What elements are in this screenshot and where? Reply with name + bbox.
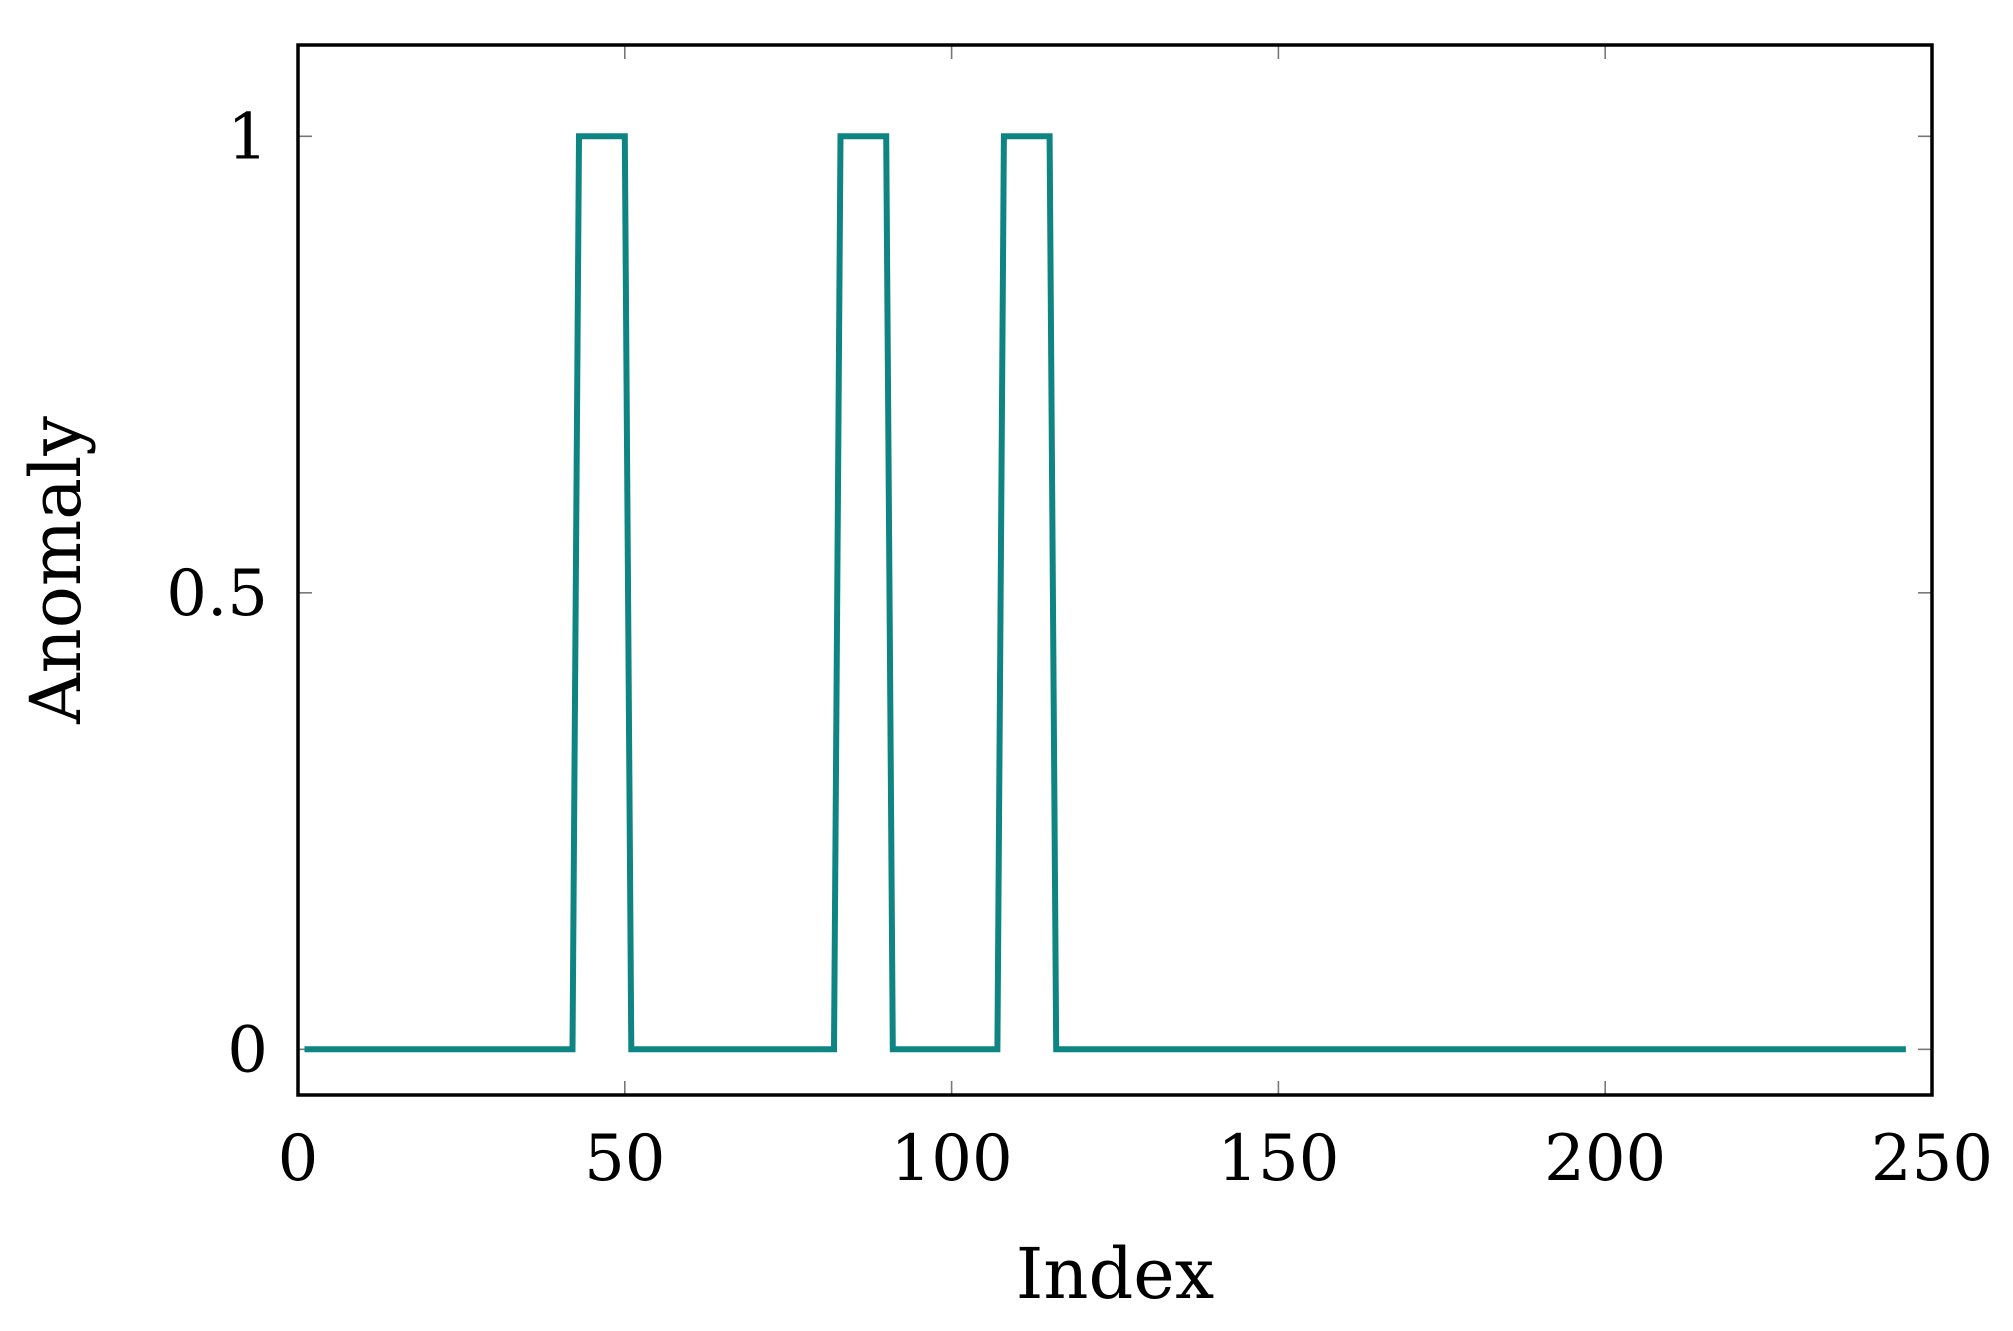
x-tick-label: 100 — [891, 1122, 1013, 1196]
x-tick-label: 50 — [584, 1122, 665, 1196]
x-tick-label: 150 — [1217, 1122, 1339, 1196]
y-tick-label: 0.5 — [166, 557, 268, 631]
series-line — [304, 133, 1906, 1053]
y-axis-title: Anomaly — [15, 416, 97, 725]
plot-frame — [296, 43, 1934, 1097]
series-layer — [304, 133, 1906, 1053]
x-axis-title: Index — [1016, 1233, 1214, 1315]
x-tick-label: 250 — [1871, 1122, 1993, 1196]
x-tick-label: 0 — [278, 1122, 319, 1196]
x-tick-labels: 0 50 100 150 200 250 — [278, 1122, 1993, 1196]
y-tick-labels: 00.51 — [166, 100, 268, 1087]
x-tick-label: 200 — [1544, 1122, 1666, 1196]
tick-marks — [297, 45, 1933, 1095]
y-tick-label: 0 — [227, 1013, 268, 1087]
y-tick-label: 1 — [227, 100, 268, 174]
